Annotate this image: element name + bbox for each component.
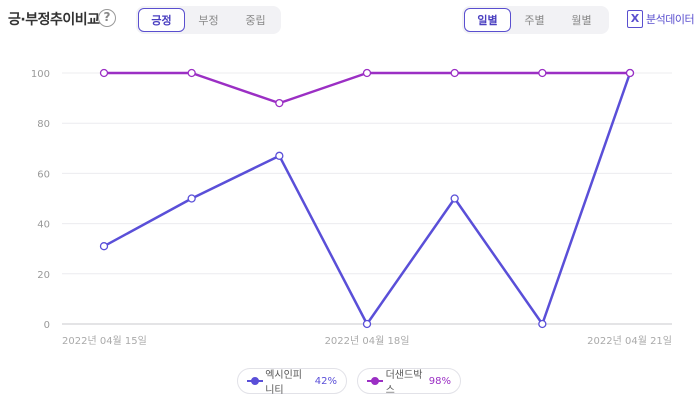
x-tick-label: 2022년 04월 15일 [62, 335, 147, 347]
excel-icon: X [627, 10, 643, 28]
y-tick-label: 60 [37, 169, 50, 180]
y-tick-label: 40 [37, 220, 50, 231]
legend-item-series-1[interactable]: 엑시인피니티 42% [237, 368, 347, 396]
legend-swatch [367, 376, 383, 386]
x-tick-label: 2022년 04월 18일 [325, 335, 410, 347]
export-data-label: 분석데이터 [646, 13, 695, 26]
sentiment-tab-group: 긍정 부정 중립 [136, 6, 281, 34]
data-point [187, 68, 196, 78]
series-line [104, 71, 630, 105]
chart-header: 긍·부정추이비교 ? 긍정 부정 중립 일별 주별 월별 X 분석데이터 [0, 0, 700, 40]
data-point [275, 151, 284, 160]
data-point [187, 194, 196, 203]
data-point [362, 68, 372, 78]
x-tick-label: 2022년 04월 21일 [587, 335, 672, 347]
data-point [450, 194, 459, 203]
legend-name: 엑시인피니티 [265, 370, 303, 396]
period-tab-group: 일별 주별 월별 [462, 6, 609, 34]
y-tick-label: 80 [37, 119, 50, 130]
data-point [450, 68, 459, 78]
data-point [625, 68, 635, 78]
tab-monthly[interactable]: 월별 [571, 14, 592, 27]
tab-daily[interactable]: 일별 [464, 8, 511, 32]
tab-negative[interactable]: 부정 [198, 14, 219, 27]
legend-percent: 98% [428, 375, 451, 387]
page-title: 긍·부정추이비교 [8, 12, 100, 28]
legend-name: 더샌드박스 [385, 370, 423, 396]
data-point [99, 242, 109, 251]
help-icon[interactable]: ? [98, 9, 116, 27]
legend-swatch [247, 376, 264, 386]
export-data-button[interactable]: X 분석데이터 [627, 9, 695, 29]
data-point [538, 319, 547, 329]
y-tick-label: 0 [44, 320, 50, 331]
y-tick-label: 100 [31, 69, 50, 80]
legend-percent: 42% [314, 375, 337, 387]
data-point [538, 68, 547, 78]
tab-positive[interactable]: 긍정 [138, 8, 185, 32]
legend-item-series-2[interactable]: 더샌드박스 98% [357, 368, 461, 396]
data-point [362, 319, 372, 329]
data-point [275, 98, 284, 108]
data-point [99, 68, 109, 78]
tab-neutral[interactable]: 중립 [245, 14, 266, 27]
tab-weekly[interactable]: 주별 [524, 14, 545, 27]
y-tick-label: 20 [37, 270, 50, 281]
series-line [103, 72, 632, 326]
